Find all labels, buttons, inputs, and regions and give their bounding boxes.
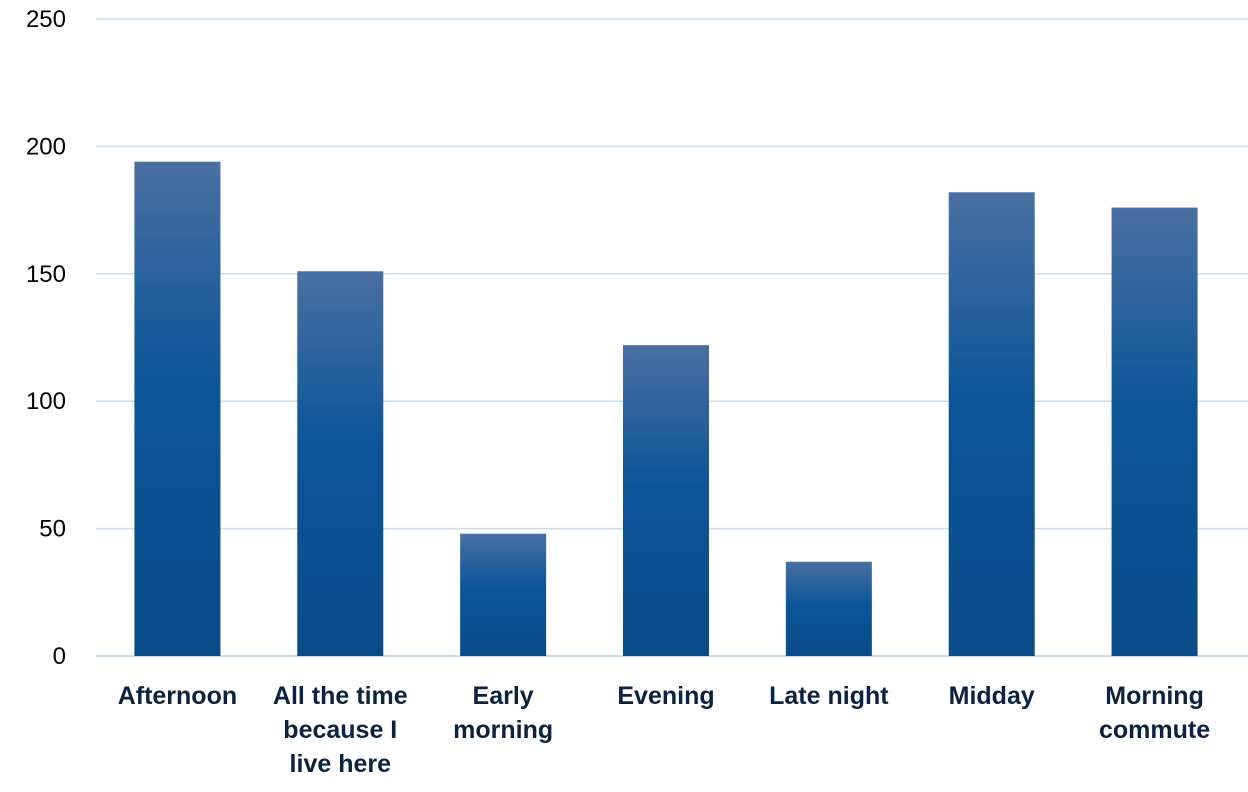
y-tick-label: 150 <box>26 261 66 288</box>
bar-evening <box>623 345 709 656</box>
x-tick-label: Morning commute <box>1099 682 1210 744</box>
x-tick-label: Late night <box>769 682 889 710</box>
bars <box>134 161 1198 657</box>
bar-late-night <box>785 561 872 656</box>
y-axis-tick-labels: 0 50 100 150 200 250 <box>26 6 66 670</box>
x-tick-label: Evening <box>617 682 714 710</box>
bar-midday <box>948 192 1035 656</box>
bar-afternoon <box>134 161 221 657</box>
bar-early-morning <box>460 533 547 656</box>
y-tick-label: 50 <box>39 516 66 543</box>
x-tick-label: Afternoon <box>118 682 237 710</box>
y-tick-label: 200 <box>26 133 66 160</box>
bar-all-the-time-because-i-live-here <box>297 271 384 656</box>
bar-morning-commute <box>1111 207 1198 656</box>
x-tick-label: Early morning <box>453 682 553 744</box>
y-tick-label: 0 <box>53 643 66 670</box>
y-tick-label: 100 <box>26 388 66 415</box>
y-tick-label: 250 <box>26 6 66 33</box>
x-tick-label: Midday <box>949 682 1035 710</box>
